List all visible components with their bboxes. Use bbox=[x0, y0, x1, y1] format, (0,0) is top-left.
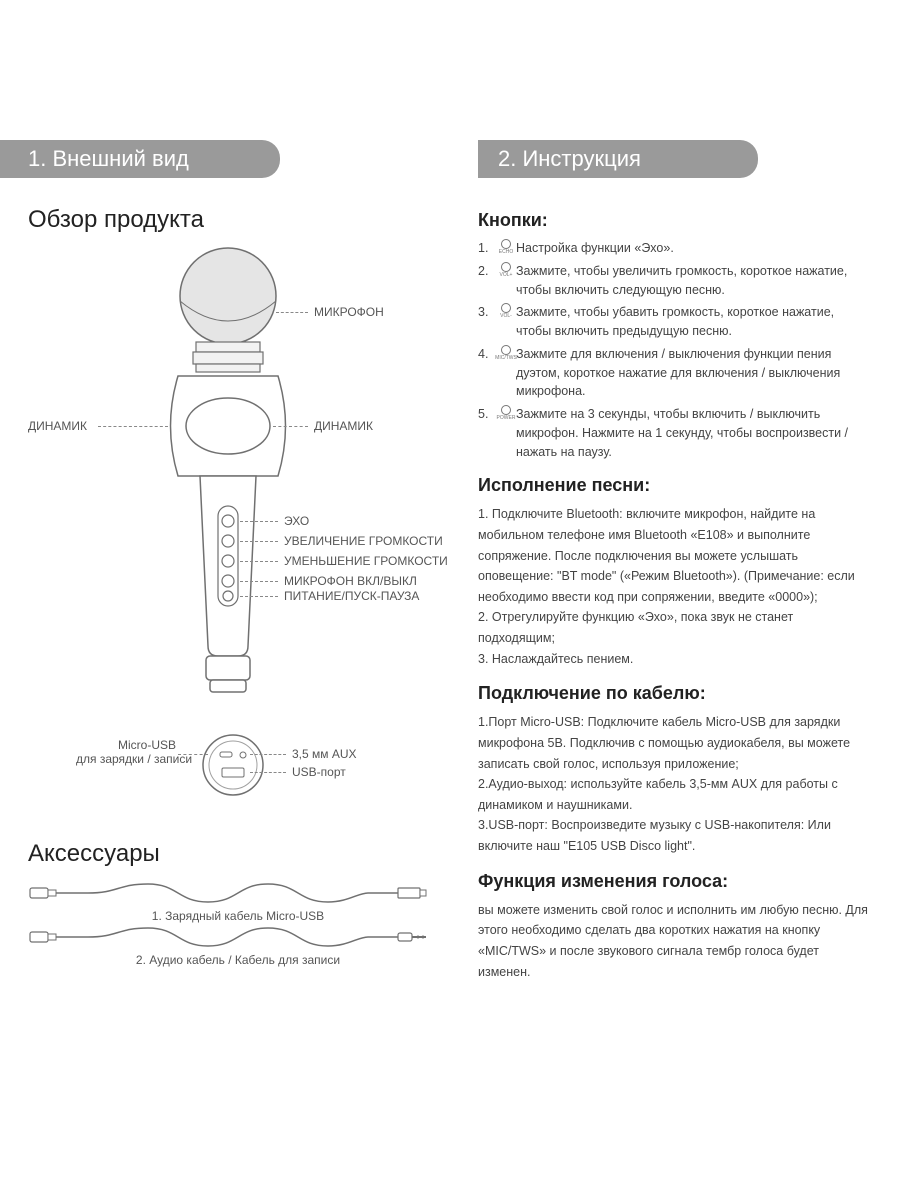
button-number: 5. bbox=[478, 405, 496, 461]
label-mic-onoff: МИКРОФОН ВКЛ/ВЫКЛ bbox=[284, 574, 417, 588]
accessories-block: 1. Зарядный кабель Micro-USB 2. Аудио ка… bbox=[28, 880, 448, 968]
button-item: 5.POWERЗажмите на 3 секунды, чтобы включ… bbox=[478, 405, 872, 461]
song-text: 1. Подключите Bluetooth: включите микроф… bbox=[478, 504, 872, 669]
right-column: 2. Инструкция Кнопки: 1.ECHOНастройка фу… bbox=[478, 140, 872, 988]
cable-1: 1. Зарядный кабель Micro-USB bbox=[28, 880, 448, 924]
button-item: 2.VOL+Зажмите, чтобы увеличить громкость… bbox=[478, 262, 872, 300]
button-icon: POWER bbox=[496, 405, 516, 461]
microphone-diagram: МИКРОФОН ДИНАМИК ДИНАМИК ЭХО УВЕЛИЧЕНИЕ … bbox=[28, 246, 448, 716]
button-text: Зажмите для включения / выключения функц… bbox=[516, 345, 872, 401]
button-item: 4.MIC/TWSЗажмите для включения / выключе… bbox=[478, 345, 872, 401]
button-text: Зажмите, чтобы убавить громкость, коротк… bbox=[516, 303, 872, 341]
label-microphone: МИКРОФОН bbox=[314, 305, 384, 319]
overview-title: Обзор продукта bbox=[28, 206, 448, 234]
label-microusb-2: для зарядки / записи bbox=[76, 752, 192, 766]
cable-2: 2. Аудио кабель / Кабель для записи bbox=[28, 924, 448, 968]
button-text: Зажмите, чтобы увеличить громкость, коро… bbox=[516, 262, 872, 300]
label-vol-up: УВЕЛИЧЕНИЕ ГРОМКОСТИ bbox=[284, 534, 443, 548]
label-speaker-left: ДИНАМИК bbox=[28, 419, 87, 433]
button-item: 1.ECHOНастройка функции «Эхо». bbox=[478, 239, 872, 258]
button-number: 2. bbox=[478, 262, 496, 300]
label-aux: 3,5 мм AUX bbox=[292, 747, 357, 761]
label-power: ПИТАНИЕ/ПУСК-ПАУЗА bbox=[284, 589, 419, 603]
label-speaker-right: ДИНАМИК bbox=[314, 419, 373, 433]
cable-text: 1.Порт Micro-USB: Подключите кабель Micr… bbox=[478, 712, 872, 856]
button-icon: ECHO bbox=[496, 239, 516, 258]
buttons-list: 1.ECHOНастройка функции «Эхо».2.VOL+Зажм… bbox=[478, 239, 872, 461]
button-icon: VOL- bbox=[496, 303, 516, 341]
cable-heading: Подключение по кабелю: bbox=[478, 683, 872, 704]
section-header-1: 1. Внешний вид bbox=[0, 140, 280, 178]
voice-text: вы можете изменить свой голос и исполнит… bbox=[478, 900, 872, 983]
section-header-2: 2. Инструкция bbox=[478, 140, 758, 178]
voice-heading: Функция изменения голоса: bbox=[478, 871, 872, 892]
song-heading: Исполнение песни: bbox=[478, 475, 872, 496]
button-number: 4. bbox=[478, 345, 496, 401]
label-vol-down: УМЕНЬШЕНИЕ ГРОМКОСТИ bbox=[284, 554, 448, 568]
button-icon: MIC/TWS bbox=[496, 345, 516, 401]
button-item: 3.VOL-Зажмите, чтобы убавить громкость, … bbox=[478, 303, 872, 341]
bottom-port-diagram: Micro-USB для зарядки / записи 3,5 мм AU… bbox=[28, 720, 448, 830]
cable-1-caption: 1. Зарядный кабель Micro-USB bbox=[28, 909, 448, 923]
button-number: 3. bbox=[478, 303, 496, 341]
button-number: 1. bbox=[478, 239, 496, 258]
button-icon: VOL+ bbox=[496, 262, 516, 300]
left-column: 1. Внешний вид Обзор продукта bbox=[28, 140, 448, 988]
accessories-title: Аксессуары bbox=[28, 840, 448, 868]
buttons-heading: Кнопки: bbox=[478, 210, 872, 231]
cable-2-caption: 2. Аудио кабель / Кабель для записи bbox=[28, 953, 448, 967]
label-microusb-1: Micro-USB bbox=[118, 738, 176, 752]
button-text: Зажмите на 3 секунды, чтобы включить / в… bbox=[516, 405, 872, 461]
button-text: Настройка функции «Эхо». bbox=[516, 239, 872, 258]
label-usb-port: USB-порт bbox=[292, 765, 346, 779]
label-echo: ЭХО bbox=[284, 514, 309, 528]
